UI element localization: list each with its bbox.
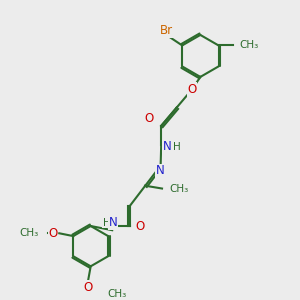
Text: O: O [49, 227, 58, 240]
Text: H: H [173, 142, 181, 152]
Text: O: O [83, 281, 92, 294]
Text: O: O [187, 83, 196, 96]
Text: O: O [145, 112, 154, 124]
Text: CH₃: CH₃ [170, 184, 189, 194]
Text: CH₃: CH₃ [107, 289, 127, 299]
Text: H: H [103, 218, 110, 228]
Text: Br: Br [160, 24, 173, 38]
Text: N: N [156, 164, 164, 177]
Text: CH₃: CH₃ [20, 228, 39, 238]
Text: N: N [109, 216, 117, 229]
Text: N: N [163, 140, 172, 153]
Text: O: O [136, 220, 145, 232]
Text: CH₃: CH₃ [239, 40, 259, 50]
